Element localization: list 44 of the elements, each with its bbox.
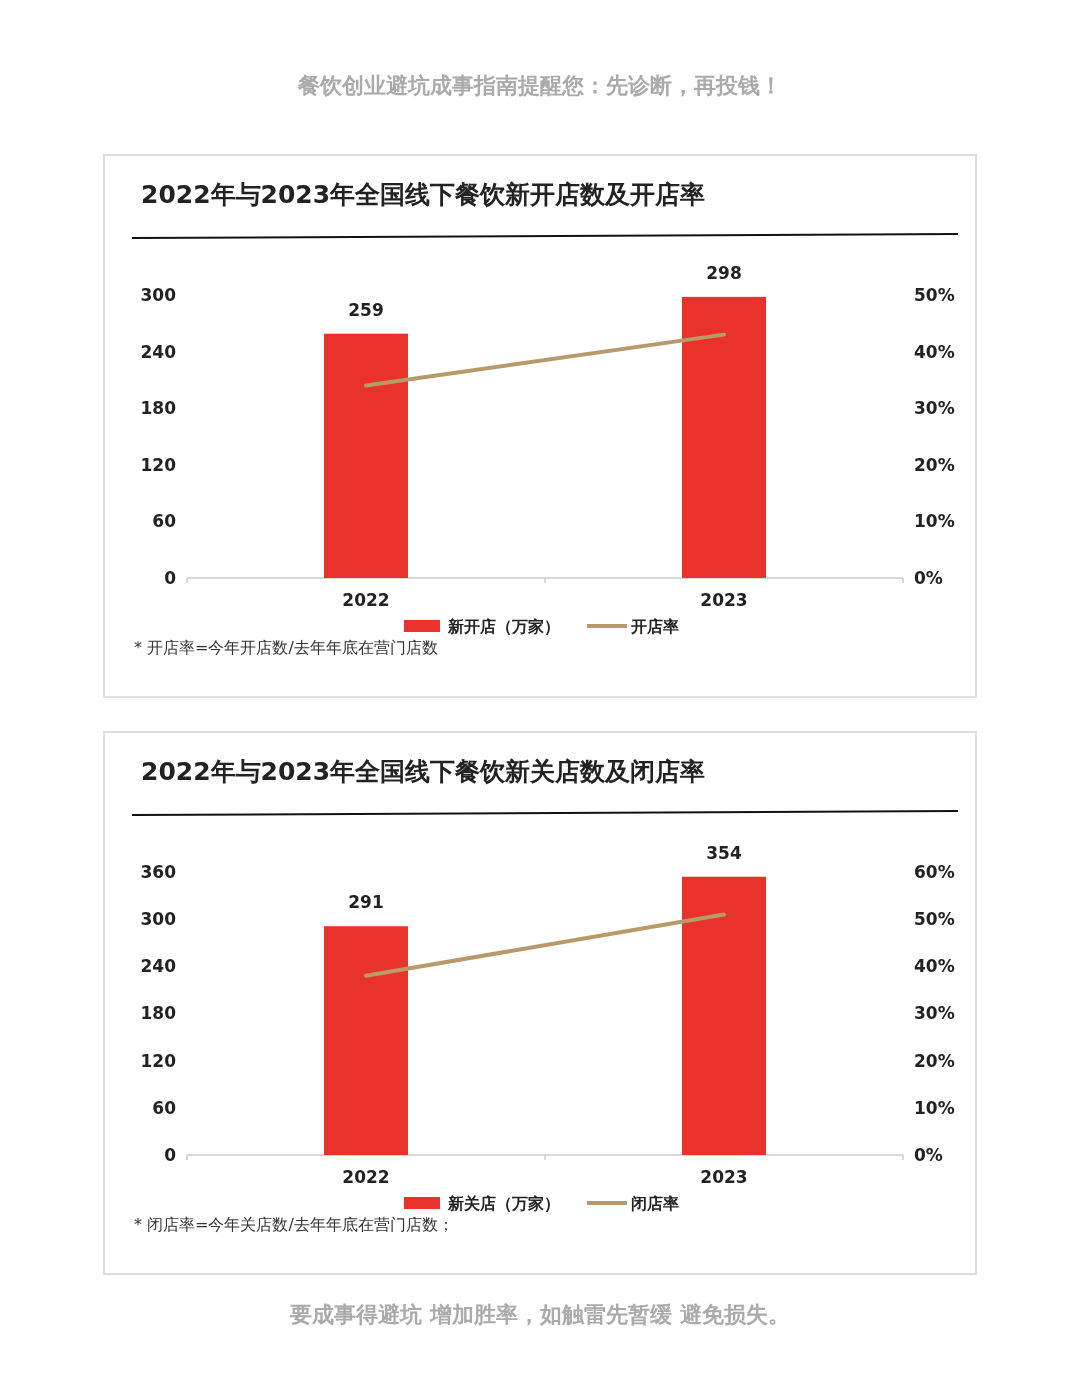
x-tick-label: 2023 xyxy=(700,590,748,610)
y2-tick-label: 30% xyxy=(914,398,955,419)
y2-tick-label: 50% xyxy=(914,909,955,930)
legend-label: 开店率 xyxy=(630,616,679,636)
y2-tick-label: 10% xyxy=(914,1097,955,1118)
y-tick-label: 120 xyxy=(140,454,177,475)
y-tick-label: 60 xyxy=(152,1097,177,1118)
y-tick-label: 180 xyxy=(140,398,177,419)
y-tick-label: 300 xyxy=(140,909,177,930)
text: * 开店率=今年开店数/去年年底在营门店数 xyxy=(134,638,438,657)
text: 要成事得避坑 增加胜率，如触雷先暂缓 避免损失。 xyxy=(289,1302,790,1327)
y-tick-label: 300 xyxy=(140,284,177,305)
data-label: 291 xyxy=(348,892,384,913)
y2-tick-label: 10% xyxy=(914,511,955,532)
y-tick-label: 60 xyxy=(152,511,177,532)
legend-label: 新开店（万家） xyxy=(447,616,560,636)
x-tick-label: 2022 xyxy=(342,1167,390,1187)
y-tick-label: 0 xyxy=(164,567,177,588)
y-tick-label: 180 xyxy=(140,1003,177,1024)
y2-tick-label: 0% xyxy=(914,1144,943,1165)
y2-tick-label: 60% xyxy=(914,861,955,882)
y-tick-label: 0 xyxy=(164,1144,177,1165)
chart-title: 2022年与2023年全国线下餐饮新关店数及闭店率 xyxy=(141,757,706,786)
y-tick-label: 240 xyxy=(140,956,177,977)
y2-tick-label: 50% xyxy=(914,284,955,305)
y-tick-label: 120 xyxy=(140,1050,177,1071)
y-tick-label: 360 xyxy=(140,861,177,882)
data-label: 259 xyxy=(348,299,384,320)
data-label: 298 xyxy=(706,262,742,283)
y2-tick-label: 40% xyxy=(914,341,955,362)
y2-tick-label: 0% xyxy=(914,567,943,588)
text: 餐饮创业避坑成事指南提醒您：先诊断，再投钱！ xyxy=(297,73,782,98)
y2-tick-label: 30% xyxy=(914,1003,955,1024)
legend-label: 闭店率 xyxy=(631,1193,679,1213)
x-tick-label: 2023 xyxy=(700,1167,748,1187)
legend-label: 新关店（万家） xyxy=(447,1193,560,1213)
y-tick-label: 240 xyxy=(140,341,177,362)
text: * 闭店率=今年关店数/去年年底在营门店数； xyxy=(134,1215,454,1234)
y2-tick-label: 20% xyxy=(914,454,955,475)
x-tick-label: 2022 xyxy=(342,590,390,610)
y2-tick-label: 20% xyxy=(914,1050,955,1071)
chart-title: 2022年与2023年全国线下餐饮新开店数及开店率 xyxy=(141,180,706,209)
y2-tick-label: 40% xyxy=(914,956,955,977)
data-label: 354 xyxy=(706,842,742,863)
